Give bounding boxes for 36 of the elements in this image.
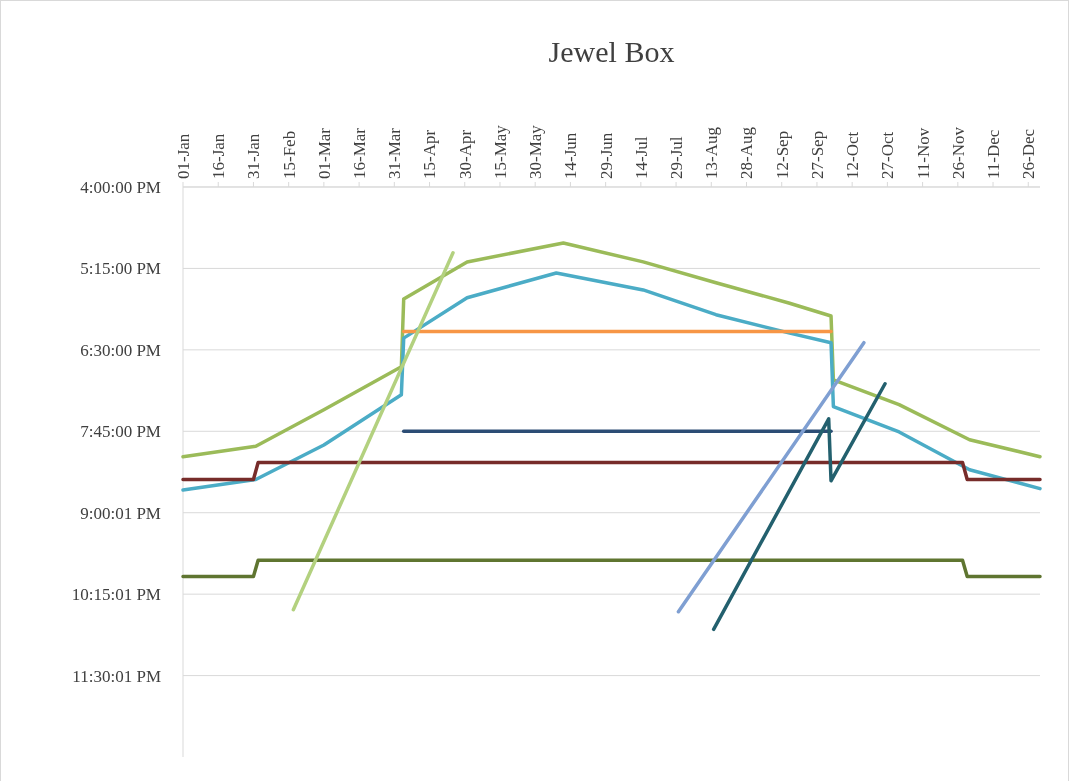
x-tick-label: 26-Nov bbox=[948, 126, 968, 179]
x-tick-label: 16-Mar bbox=[350, 127, 370, 179]
y-tick-label: 5:15:00 PM bbox=[80, 259, 161, 279]
x-tick-label: 15-May bbox=[490, 124, 510, 179]
x-tick-label: 29-Jun bbox=[596, 132, 616, 179]
x-tick-label: 14-Jun bbox=[561, 132, 581, 179]
x-tick-label: 16-Jan bbox=[209, 133, 229, 179]
x-tick-label: 26-Dec bbox=[1019, 128, 1039, 179]
x-tick-label: 29-Jul bbox=[667, 136, 687, 179]
x-tick-label: 12-Sep bbox=[772, 130, 792, 179]
x-tick-label: 01-Mar bbox=[314, 127, 334, 179]
x-tick-label: 28-Aug bbox=[737, 126, 757, 179]
x-tick-label: 31-Mar bbox=[385, 127, 405, 179]
x-tick-label: 31-Jan bbox=[244, 133, 264, 179]
line-series bbox=[181, 241, 1042, 459]
y-tick-label: 4:00:00 PM bbox=[80, 177, 161, 197]
y-tick-label: 6:30:00 PM bbox=[80, 340, 161, 360]
x-tick-label: 01-Jan bbox=[173, 133, 193, 179]
x-tick-label: 14-Jul bbox=[631, 136, 651, 179]
x-tick-label: 27-Sep bbox=[807, 130, 827, 179]
y-tick-label: 7:45:00 PM bbox=[80, 422, 161, 442]
x-tick-label: 15-Feb bbox=[279, 130, 299, 179]
x-tick-label: 13-Aug bbox=[702, 126, 722, 179]
x-tick-label: 11-Dec bbox=[983, 129, 1003, 179]
y-tick-label: 11:30:01 PM bbox=[72, 666, 161, 686]
chart-title: Jewel Box bbox=[548, 35, 675, 68]
x-tick-label: 15-Apr bbox=[420, 129, 440, 179]
y-tick-label: 10:15:01 PM bbox=[71, 585, 161, 605]
line-series bbox=[181, 271, 1042, 492]
x-tick-label: 11-Nov bbox=[913, 127, 933, 179]
x-tick-label: 30-May bbox=[526, 124, 546, 179]
x-tick-label: 27-Oct bbox=[878, 131, 898, 179]
line-series bbox=[711, 381, 887, 632]
x-tick-label: 30-Apr bbox=[455, 129, 475, 179]
y-tick-label: 9:00:01 PM bbox=[80, 503, 161, 523]
x-tick-label: 12-Oct bbox=[843, 131, 863, 179]
